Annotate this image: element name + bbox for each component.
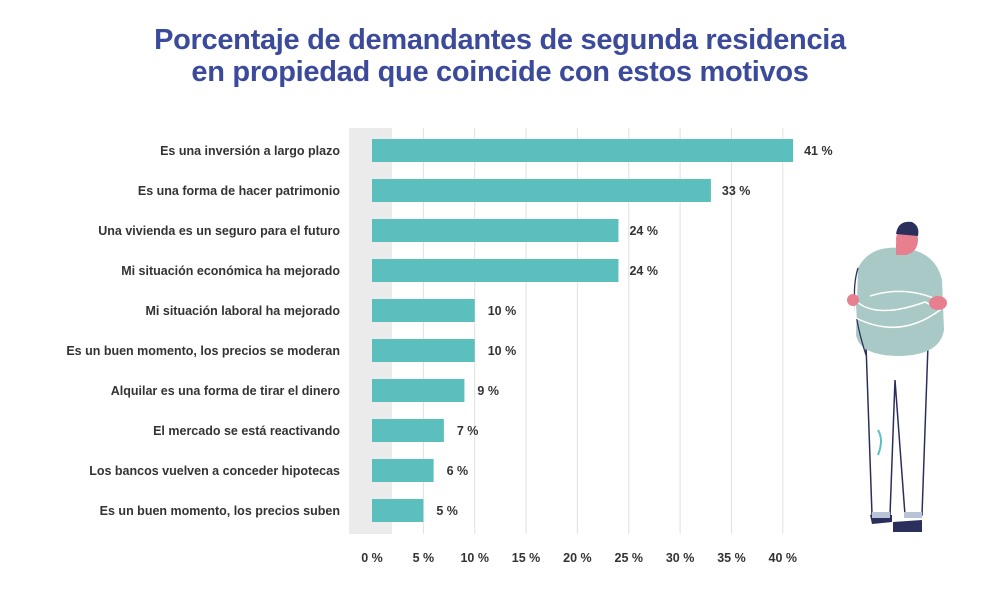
bar [372, 379, 465, 402]
person-illustration [847, 221, 947, 532]
value-label: 10 % [488, 304, 517, 318]
value-label: 7 % [457, 424, 479, 438]
x-tick-label: 25 % [615, 551, 644, 565]
category-label: Es una inversión a largo plazo [160, 144, 340, 158]
title-line-1: Porcentaje de demandantes de segunda res… [154, 24, 846, 56]
value-label: 6 % [447, 464, 469, 478]
category-label: Mi situación laboral ha mejorado [146, 304, 341, 318]
value-label: 24 % [629, 224, 658, 238]
category-label: Es un buen momento, los precios se moder… [66, 344, 340, 358]
value-label: 33 % [722, 184, 751, 198]
value-label: 24 % [629, 264, 658, 278]
x-tick-label: 20 % [563, 551, 592, 565]
category-label: Es un buen momento, los precios suben [100, 504, 340, 518]
x-tick-label: 40 % [769, 551, 798, 565]
chart-title: Porcentaje de demandantes de segunda res… [0, 24, 1000, 88]
x-tick-label: 15 % [512, 551, 541, 565]
category-label: Una vivienda es un seguro para el futuro [98, 224, 340, 238]
value-label: 5 % [436, 504, 458, 518]
category-label: Mi situación económica ha mejorado [121, 264, 340, 278]
x-tick-label: 10 % [460, 551, 489, 565]
title-line-2: en propiedad que coincide con estos moti… [191, 56, 809, 88]
bar [372, 499, 424, 522]
value-label: 41 % [804, 144, 833, 158]
bar [372, 339, 475, 362]
x-tick-label: 0 % [361, 551, 383, 565]
bar [372, 299, 475, 322]
bar [372, 139, 794, 162]
category-label: Los bancos vuelven a conceder hipotecas [89, 464, 340, 478]
category-label: El mercado se está reactivando [153, 424, 340, 438]
bar [372, 419, 444, 442]
bar [372, 459, 434, 482]
bar [372, 259, 619, 282]
bar [372, 219, 619, 242]
bar [372, 179, 711, 202]
value-label: 10 % [488, 344, 517, 358]
x-tick-label: 35 % [717, 551, 746, 565]
x-tick-label: 30 % [666, 551, 695, 565]
category-label: Alquilar es una forma de tirar el dinero [111, 384, 341, 398]
value-label: 9 % [477, 384, 499, 398]
category-label: Es una forma de hacer patrimonio [138, 184, 340, 198]
x-tick-label: 5 % [413, 551, 435, 565]
